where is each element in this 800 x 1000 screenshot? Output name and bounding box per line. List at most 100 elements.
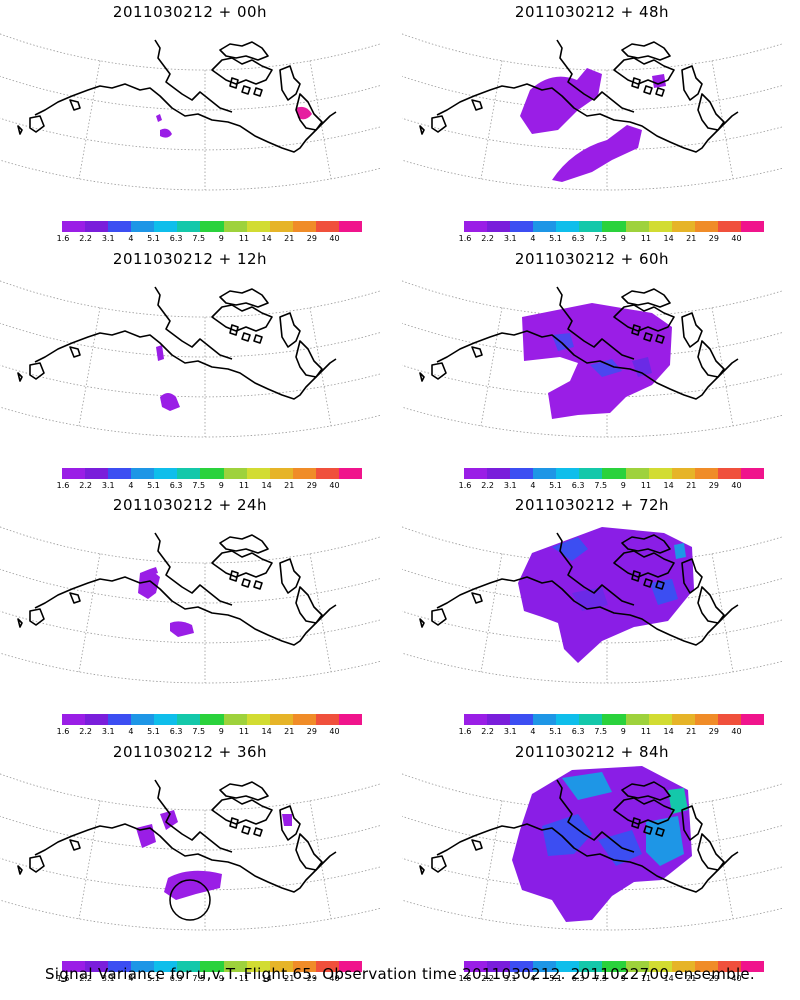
meridian-line [78, 553, 101, 672]
colorbar-tick-label: 4 [530, 727, 536, 736]
latitude-line [0, 526, 380, 564]
colorbar-tick-label: 14 [663, 727, 674, 736]
colorbar-cell [671, 714, 695, 725]
colorbar [464, 221, 765, 232]
panel-title: 2011030212 + 00h [112, 3, 268, 21]
colorbar-tick-label: 4 [128, 234, 134, 243]
colorbar-tick-label: 40 [329, 234, 340, 243]
colorbar-tick-label: 5.1 [549, 481, 562, 490]
colorbar-cell [200, 221, 224, 232]
colorbar-tick-label: 29 [708, 974, 719, 983]
colorbar-cell [510, 961, 534, 972]
colorbar-cell [579, 714, 603, 725]
coastline [621, 41, 671, 61]
colorbar-tick-label: 29 [708, 727, 719, 736]
signal-region [552, 537, 588, 561]
colorbar-cell [223, 961, 247, 972]
colorbar-cell [625, 221, 649, 232]
signal-region [598, 830, 642, 866]
coastline [631, 570, 641, 582]
coastline [631, 324, 641, 336]
colorbar-tick-label: 9 [218, 481, 224, 490]
coastline [681, 65, 703, 101]
colorbar-cell [717, 961, 741, 972]
colorbar-cell [85, 714, 109, 725]
colorbar-tick-label: 21 [284, 974, 295, 983]
latitude-line [0, 652, 380, 684]
colorbar-tick-label: 11 [640, 234, 652, 243]
colorbar-cell [556, 961, 580, 972]
colorbar-cell [131, 961, 155, 972]
colorbar-tick-label: 5.1 [549, 234, 562, 243]
meridian-line [480, 60, 503, 179]
colorbar-cell [648, 961, 672, 972]
colorbar-tick-label: 3.1 [101, 234, 115, 243]
coastline [436, 576, 739, 646]
signal-region [282, 814, 292, 826]
colorbar-tick-label: 9 [218, 974, 224, 983]
polar-map [0, 526, 380, 684]
colorbar-cell [108, 961, 132, 972]
colorbar-tick-label: 29 [306, 481, 317, 490]
signal-region [542, 814, 592, 856]
coastline [29, 115, 45, 133]
colorbar-cell [671, 468, 695, 479]
map-panel: 2011030212 + 84h 1.6 2.2 3.1 4 5.1 6.3 7.5 9 11 14… [402, 740, 782, 987]
colorbar-cell [292, 714, 316, 725]
coastline [279, 805, 301, 841]
coastline [697, 586, 725, 624]
colorbar-tick-label: 9 [620, 481, 626, 490]
colorbar [464, 714, 765, 725]
colorbar-tick-label: 11 [238, 974, 250, 983]
colorbar-cell [269, 961, 293, 972]
colorbar-cell [246, 468, 270, 479]
signal-region [164, 870, 222, 900]
colorbar-tick-label: 6.3 [169, 234, 183, 243]
coastline [681, 558, 703, 594]
colorbar-cell [269, 714, 293, 725]
colorbar-tick-label: 5.1 [147, 727, 160, 736]
coastline [279, 312, 301, 348]
colorbar-cell [556, 221, 580, 232]
panel-title: 2011030212 + 84h [514, 743, 670, 761]
colorbar-cell [625, 714, 649, 725]
latitude-line [0, 322, 380, 358]
signal-region [156, 114, 162, 122]
colorbar-tick-label: 5.1 [549, 974, 562, 983]
colorbar-cell [602, 468, 626, 479]
coastline [69, 99, 81, 111]
colorbar-tick-label: 29 [306, 727, 317, 736]
colorbar-cell [200, 714, 224, 725]
signal-region [136, 824, 156, 848]
colorbar-tick-label: 14 [663, 974, 674, 983]
map-panel: 2011030212 + 36h 1.6 2.2 3.1 4 5.1 6.3 7.5 9 11 14… [0, 740, 380, 987]
signal-region [552, 125, 642, 182]
colorbar-tick-label: 14 [261, 481, 272, 490]
colorbar-tick-label: 3.1 [503, 727, 517, 736]
signal-region [674, 543, 686, 559]
colorbar-tick-label: 2.2 [481, 974, 494, 983]
colorbar-cell [108, 221, 132, 232]
colorbar-tick-label: 6.3 [169, 727, 183, 736]
colorbar-cell [177, 714, 201, 725]
meridian-line [78, 60, 101, 179]
map-panel: 2011030212 + 48h 1.6 2.2 3.1 4 5.1 6.3 7.5 9 11 14… [402, 0, 782, 247]
coastline [219, 41, 269, 61]
coastline [279, 558, 301, 594]
colorbar-tick-label: 14 [261, 974, 272, 983]
coastline [436, 330, 739, 400]
colorbar [62, 468, 363, 479]
coastline [419, 125, 425, 135]
colorbar-cell [602, 221, 626, 232]
colorbar-cell [648, 714, 672, 725]
colorbar-tick-label: 40 [731, 974, 742, 983]
colorbar-cell [62, 468, 86, 479]
colorbar-tick-label: 2.2 [79, 481, 92, 490]
colorbar-tick-label: 3.1 [101, 481, 115, 490]
colorbar-tick-label: 9 [218, 234, 224, 243]
latitude-line [0, 610, 380, 644]
coastline [631, 817, 641, 829]
coastline [295, 833, 323, 871]
colorbar-tick-label: 1.6 [56, 234, 70, 243]
meridian-line [78, 307, 101, 426]
